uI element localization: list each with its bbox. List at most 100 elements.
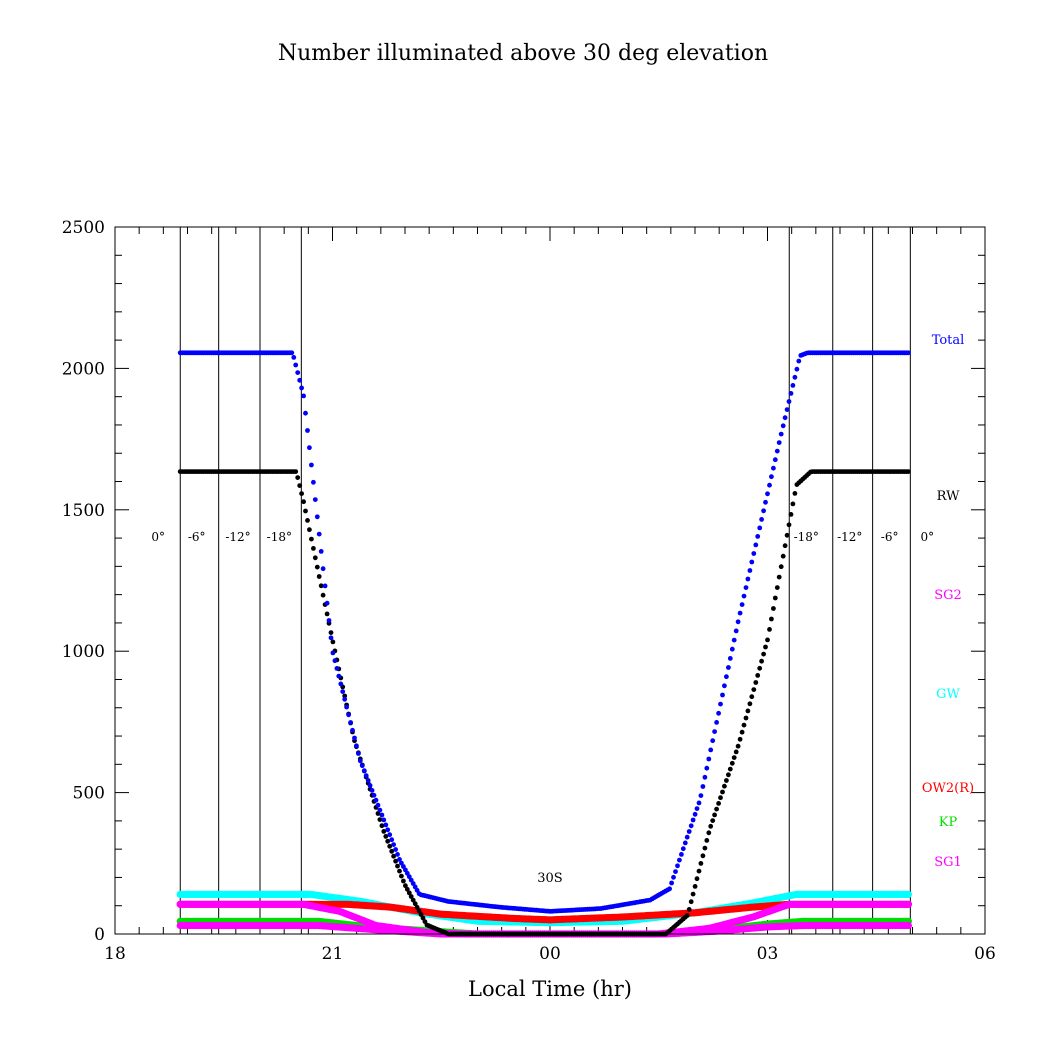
data-point xyxy=(289,350,295,356)
data-point xyxy=(708,747,714,753)
data-point xyxy=(340,689,346,694)
data-point xyxy=(408,894,414,899)
data-point xyxy=(406,890,412,896)
data-point xyxy=(702,774,708,780)
data-point xyxy=(338,681,344,687)
data-point xyxy=(782,415,788,421)
x-tick-label: 18 xyxy=(104,944,126,964)
data-point xyxy=(794,366,800,372)
data-point xyxy=(383,822,389,828)
twilight-label: 0° xyxy=(151,530,165,544)
data-point xyxy=(314,514,320,520)
series-total xyxy=(177,350,911,914)
data-point xyxy=(332,658,338,664)
data-point xyxy=(712,729,717,734)
data-point xyxy=(675,863,680,869)
data-point xyxy=(377,817,383,822)
data-point xyxy=(344,704,349,710)
twilight-label: -12° xyxy=(225,530,250,544)
data-point xyxy=(733,628,739,634)
x-tick-label: 00 xyxy=(539,944,561,964)
data-point xyxy=(763,499,768,505)
data-point xyxy=(735,743,741,749)
data-point xyxy=(312,497,318,502)
data-point xyxy=(751,687,757,692)
data-point xyxy=(771,465,776,471)
data-point xyxy=(383,834,389,839)
data-point xyxy=(731,637,737,643)
data-point xyxy=(786,522,792,528)
data-point xyxy=(365,778,371,783)
data-point xyxy=(375,802,381,808)
data-point xyxy=(906,469,911,474)
data-point xyxy=(379,812,385,818)
data-point xyxy=(745,576,751,582)
data-point xyxy=(733,749,739,755)
data-point xyxy=(702,845,708,851)
data-point xyxy=(311,479,316,485)
data-point xyxy=(741,722,747,728)
data-point xyxy=(404,886,410,892)
data-point xyxy=(727,656,733,661)
data-point xyxy=(788,391,794,396)
data-point xyxy=(769,474,774,480)
data-point xyxy=(667,886,672,892)
data-point xyxy=(720,789,725,795)
data-point xyxy=(780,553,786,559)
data-point xyxy=(694,876,700,882)
data-point xyxy=(745,708,751,714)
data-point xyxy=(295,475,301,480)
data-point xyxy=(395,852,400,857)
x-axis-label: Local Time (hr) xyxy=(468,977,632,1001)
data-point xyxy=(790,501,796,507)
data-point xyxy=(303,410,308,416)
data-point xyxy=(318,583,324,589)
annotation-30s: 30S xyxy=(537,871,562,886)
data-point xyxy=(788,512,794,517)
legend-label: OW2(R) xyxy=(922,781,974,796)
data-point xyxy=(293,469,299,474)
data-point xyxy=(354,743,359,749)
y-tick-label: 0 xyxy=(94,925,105,945)
x-tick-label: 21 xyxy=(322,944,344,964)
data-point xyxy=(749,559,755,565)
data-point xyxy=(291,355,297,360)
data-point xyxy=(708,823,714,829)
data-point xyxy=(677,857,682,863)
twilight-label: -12° xyxy=(837,530,862,544)
data-point xyxy=(724,778,729,783)
data-point xyxy=(397,857,402,862)
data-point xyxy=(356,751,361,756)
data-point xyxy=(906,350,911,356)
data-point xyxy=(776,574,782,580)
data-point xyxy=(743,585,749,590)
data-point xyxy=(684,834,690,840)
data-point xyxy=(784,532,790,538)
data-point xyxy=(716,710,721,716)
data-point xyxy=(737,736,743,742)
data-point xyxy=(714,720,719,725)
data-point xyxy=(361,768,367,774)
data-point xyxy=(682,840,688,846)
data-point xyxy=(324,611,330,617)
data-point xyxy=(307,527,312,533)
data-point xyxy=(395,863,400,869)
data-point xyxy=(669,880,674,886)
data-point xyxy=(385,827,391,833)
data-point xyxy=(309,536,314,542)
data-point xyxy=(706,830,712,836)
data-point xyxy=(393,847,398,852)
y-tick-label: 1000 xyxy=(62,642,105,662)
series-points xyxy=(176,350,913,938)
data-point xyxy=(686,829,692,834)
twilight-label: -18° xyxy=(267,530,292,544)
chart-title: Number illuminated above 30 deg elevatio… xyxy=(278,41,768,66)
data-point xyxy=(350,727,355,733)
data-point xyxy=(414,904,420,910)
data-point xyxy=(720,692,725,698)
data-point xyxy=(680,846,686,852)
data-point xyxy=(724,674,729,680)
data-point xyxy=(698,861,704,866)
data-point xyxy=(367,783,373,788)
data-point xyxy=(342,693,348,699)
